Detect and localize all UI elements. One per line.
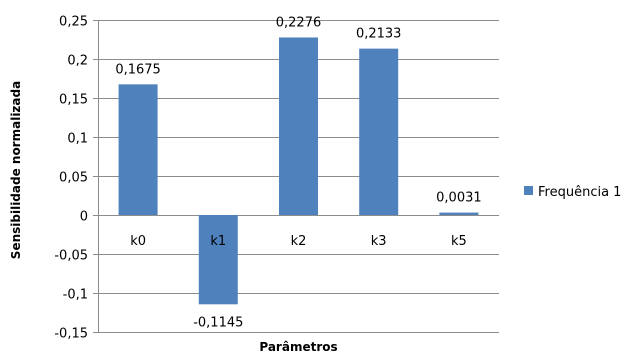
bar bbox=[439, 212, 479, 215]
y-tick-label: 0,1 bbox=[67, 132, 88, 147]
legend-swatch bbox=[524, 186, 533, 195]
data-label: -0,1145 bbox=[193, 315, 243, 330]
y-tick-label: -0,15 bbox=[54, 327, 88, 342]
y-axis-title: Sensibilidade normalizada bbox=[9, 81, 23, 259]
y-tick-label: 0,05 bbox=[59, 171, 88, 186]
y-tick-label: 0,25 bbox=[59, 15, 88, 30]
data-label: 0,0031 bbox=[436, 191, 482, 206]
y-axis-ticks: 0,25 0,2 0,15 0,1 0,05 0 -0,05 -0,1 -0,15 bbox=[54, 15, 98, 342]
x-axis-title: Parâmetros bbox=[259, 340, 337, 352]
y-tick-label: -0,05 bbox=[54, 249, 88, 264]
category-label: k1 bbox=[210, 234, 226, 249]
data-labels: 0,1675 -0,1145 0,2276 0,2133 0,0031 bbox=[115, 15, 481, 330]
y-tick-label: -0,1 bbox=[63, 288, 88, 303]
category-labels: k0 k1 k2 k3 k5 bbox=[130, 234, 467, 249]
data-label: 0,2133 bbox=[356, 27, 402, 42]
category-label: k3 bbox=[371, 234, 387, 249]
bar bbox=[198, 215, 238, 305]
category-label: k5 bbox=[451, 234, 467, 249]
legend: Frequência 1 bbox=[524, 185, 621, 200]
bar bbox=[359, 48, 399, 215]
y-tick-label: 0,15 bbox=[59, 93, 88, 108]
data-label: 0,1675 bbox=[115, 62, 161, 77]
category-label: k2 bbox=[291, 234, 307, 249]
data-label: 0,2276 bbox=[276, 15, 322, 30]
bar bbox=[118, 84, 158, 215]
bar bbox=[279, 37, 318, 215]
legend-label: Frequência 1 bbox=[538, 185, 621, 200]
y-tick-label: 0 bbox=[80, 210, 88, 225]
category-label: k0 bbox=[130, 234, 146, 249]
y-tick-label: 0,2 bbox=[67, 54, 88, 69]
bars bbox=[118, 37, 479, 305]
